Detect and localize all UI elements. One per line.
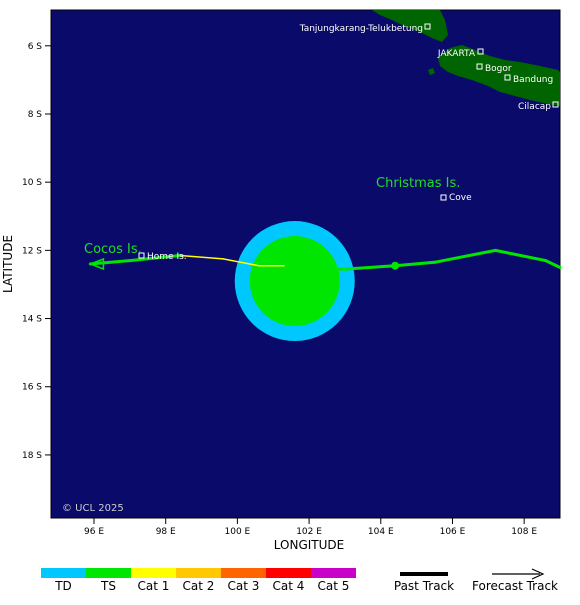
track-segment — [433, 248, 497, 264]
legend-label: Cat 4 — [273, 579, 305, 593]
place-cove: Cove — [440, 193, 472, 203]
place-tanjung: Tanjungkarang-Telukbetung — [299, 23, 431, 34]
storm-current-position — [391, 261, 400, 270]
track-segment — [493, 248, 548, 263]
place-label-tanjung: Tanjungkarang-Telukbetung — [299, 24, 423, 34]
place-jakarta: JAKARTA — [437, 48, 484, 59]
legend-swatch — [176, 568, 221, 578]
legend-label: Cat 1 — [138, 579, 170, 593]
label-christmas-island: Christmas Is. — [376, 176, 460, 191]
place-label-bandung: Bandung — [513, 75, 553, 85]
lat-tick-label: 14 S — [22, 315, 42, 325]
lat-tick-label: 6 S — [28, 42, 43, 52]
lat-tick-label: 10 S — [22, 178, 42, 188]
legend-swatch — [131, 568, 176, 578]
legend-label: Cat 5 — [318, 579, 350, 593]
legend-swatch — [221, 568, 266, 578]
label-cocos-island: Cocos Is. — [84, 242, 142, 257]
lon-tick-label: 100 E — [225, 527, 251, 537]
track-segment — [88, 259, 132, 266]
legend-forecast-track: Forecast Track — [472, 568, 558, 593]
legend-swatch — [266, 568, 311, 578]
place-bogor: Bogor — [476, 63, 512, 74]
track-arrow-icon — [88, 257, 105, 271]
category-legend: TD TS Cat 1 Cat 2 Cat 3 Cat 4 Cat 5 — [41, 568, 356, 593]
place-label-home: Home Is. — [147, 252, 187, 262]
track-segment — [343, 264, 397, 271]
place-bandung: Bandung — [504, 74, 553, 85]
wind-field-ts — [249, 236, 340, 327]
x-axis-title: LONGITUDE — [274, 538, 344, 552]
place-cilacap: Cilacap — [518, 101, 559, 112]
land-java — [438, 45, 560, 106]
legend-swatch — [311, 568, 356, 578]
forecast-arrow-icon — [531, 568, 545, 580]
copyright: © UCL 2025 — [62, 503, 124, 514]
lat-tick-label: 8 S — [28, 110, 43, 120]
lon-tick-label: 106 E — [440, 527, 466, 537]
legend-label: Cat 3 — [228, 579, 260, 593]
lon-tick-label: 108 E — [511, 527, 537, 537]
place-home: Home Is. — [138, 252, 187, 262]
track-segment — [222, 258, 260, 267]
lat-tick-label: 18 S — [22, 451, 42, 461]
lat-tick-label: 12 S — [22, 246, 42, 256]
place-label-cove: Cove — [449, 193, 472, 203]
place-label-cilacap: Cilacap — [518, 102, 551, 112]
track-segment — [128, 253, 182, 263]
track-segment — [282, 264, 311, 271]
track-segment — [393, 260, 437, 268]
forecast-track-label: Forecast Track — [472, 579, 558, 593]
track-segment — [179, 254, 224, 260]
legend-swatch — [41, 568, 86, 578]
legend-label: TS — [100, 579, 116, 593]
lon-tick-label: 98 E — [156, 527, 176, 537]
land-sumatra — [372, 10, 448, 42]
lon-tick-label: 96 E — [84, 527, 104, 537]
legend-past-track: Past Track — [394, 572, 454, 593]
land-islet — [428, 68, 435, 75]
legend-label: Cat 2 — [183, 579, 215, 593]
legend-label: TD — [54, 579, 72, 593]
place-label-bogor: Bogor — [485, 64, 512, 74]
place-label-jakarta: JAKARTA — [437, 49, 476, 59]
track-segment — [544, 259, 562, 269]
lon-tick-label: 104 E — [368, 527, 394, 537]
y-axis-title: LATITUDE — [1, 235, 15, 293]
past-track-label: Past Track — [394, 579, 454, 593]
lon-tick-label: 102 E — [296, 527, 322, 537]
legend-swatch — [86, 568, 131, 578]
lat-tick-label: 16 S — [22, 383, 42, 393]
